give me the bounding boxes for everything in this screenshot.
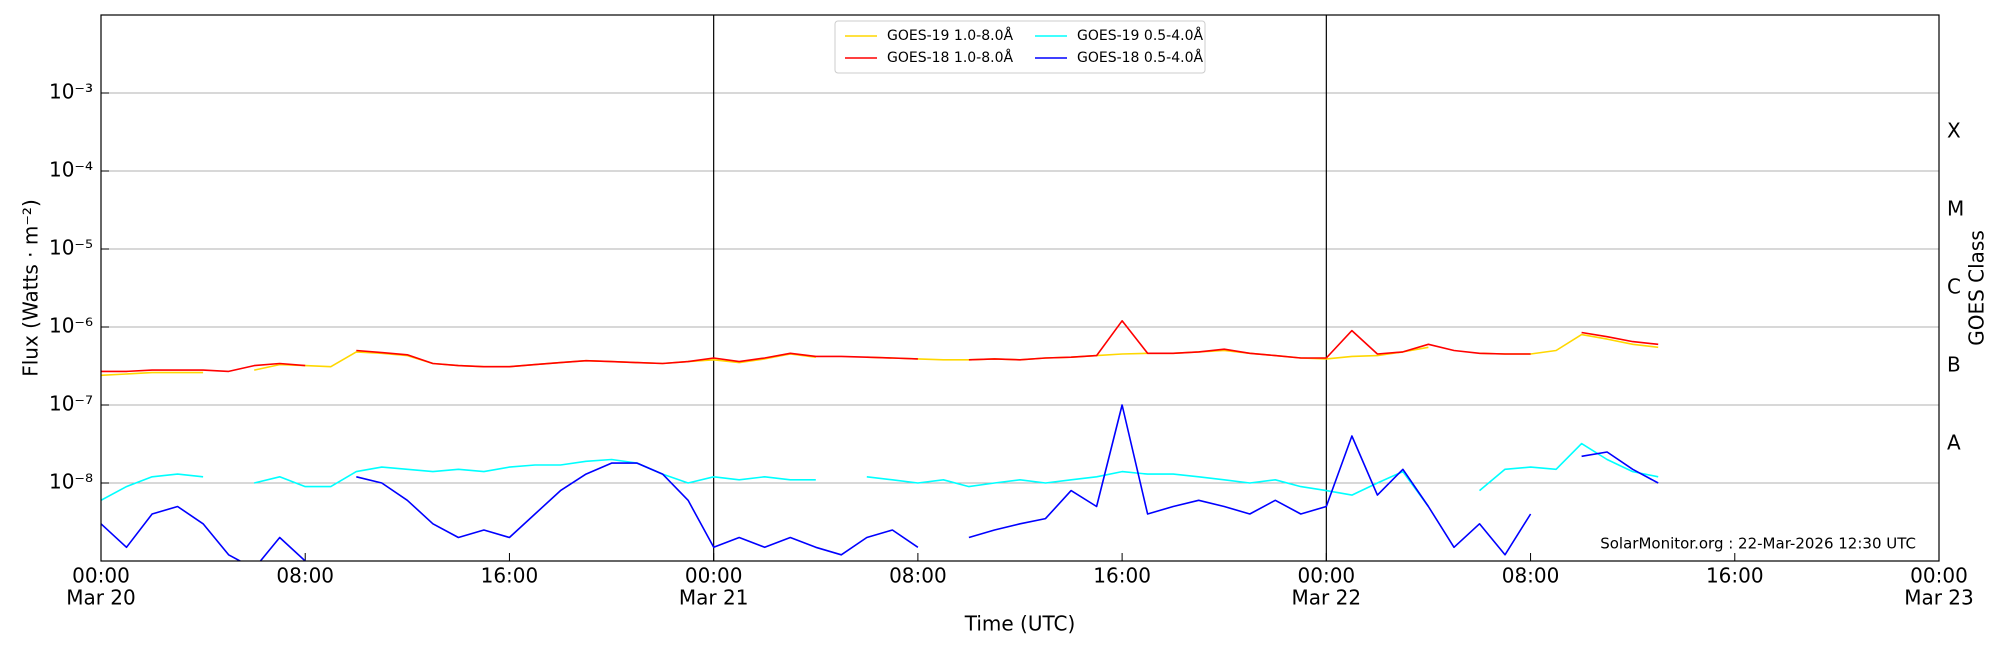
y2-tick-label: B — [1947, 353, 1961, 377]
series-line — [101, 333, 1659, 377]
x-tick-date: Mar 21 — [679, 586, 749, 610]
plot-area — [101, 320, 1659, 561]
legend-label: GOES-19 0.5-4.0Å — [1077, 27, 1203, 44]
y-tick-label: 10⁻⁶ — [49, 314, 93, 338]
x-tick-date: Mar 22 — [1292, 586, 1362, 610]
y-tick-label: 10⁻⁸ — [49, 470, 93, 494]
y-tick-label: 10⁻⁵ — [49, 236, 93, 260]
x-tick-label: 16:00 — [1706, 564, 1764, 588]
x-tick-label: 00:00 — [1298, 564, 1356, 588]
y2-tick-label: X — [1947, 119, 1961, 143]
y-axis-label: Flux (Watts · m⁻²) — [19, 199, 43, 377]
series-line — [101, 320, 1659, 373]
x-tick-label: 00:00 — [72, 564, 130, 588]
x-tick-label: 00:00 — [1910, 564, 1968, 588]
y-tick-label: 10⁻⁴ — [49, 158, 93, 182]
x-tick-label: 16:00 — [1093, 564, 1151, 588]
x-tick-label: 08:00 — [1502, 564, 1560, 588]
legend-label: GOES-18 0.5-4.0Å — [1077, 49, 1203, 66]
plot-frame — [100, 14, 1940, 562]
y2-tick-label: M — [1947, 197, 1964, 221]
y-tick-label: 10⁻⁷ — [49, 392, 93, 416]
series-line — [101, 404, 1659, 561]
legend-label: GOES-18 1.0-8.0Å — [887, 49, 1013, 66]
x-tick-date: Mar 20 — [66, 586, 136, 610]
legend-label: GOES-19 1.0-8.0Å — [887, 27, 1013, 44]
x-axis-label: Time (UTC) — [964, 612, 1076, 636]
y-tick-label: 10⁻³ — [49, 80, 93, 104]
x-tick-date: Mar 23 — [1904, 586, 1974, 610]
x-tick-label: 16:00 — [481, 564, 539, 588]
x-tick-label: 08:00 — [276, 564, 334, 588]
y2-tick-label: C — [1947, 275, 1961, 299]
x-tick-label: 08:00 — [889, 564, 947, 588]
annotation: SolarMonitor.org : 22-Mar-2026 12:30 UTC — [1600, 535, 1916, 553]
legend-box — [834, 20, 1206, 74]
x-tick-label: 00:00 — [685, 564, 743, 588]
y2-axis-label: GOES Class — [1965, 230, 1989, 346]
series-line — [101, 442, 1659, 507]
y2-tick-label: A — [1947, 431, 1961, 455]
